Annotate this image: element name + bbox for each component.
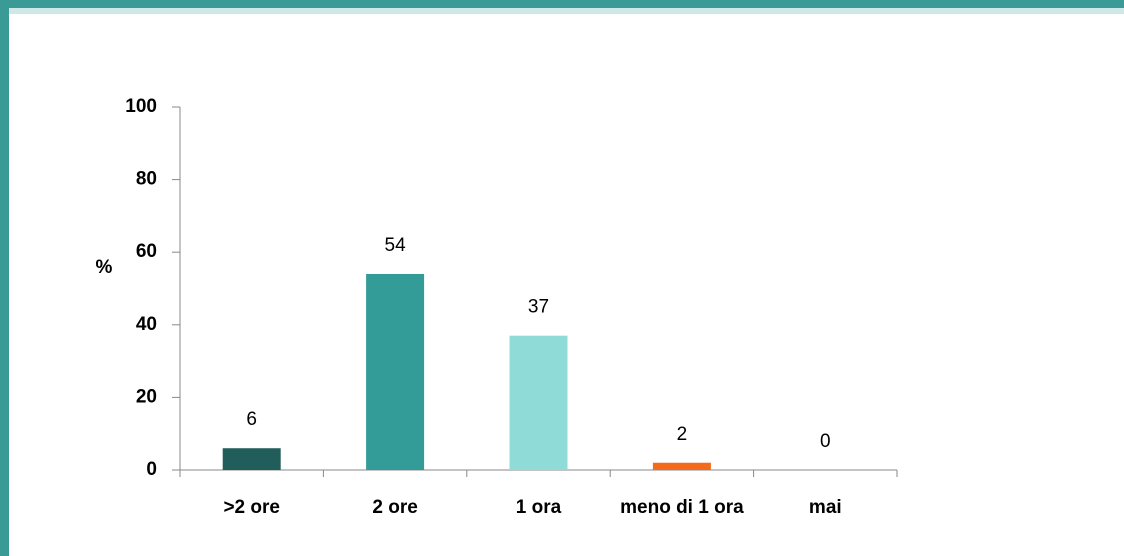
bar bbox=[509, 335, 568, 470]
x-tick-label: >2 ore bbox=[223, 497, 280, 518]
data-label: 0 bbox=[820, 431, 831, 452]
y-tick-label: 60 bbox=[136, 241, 157, 262]
y-tick-label: 100 bbox=[125, 96, 157, 117]
data-label: 54 bbox=[385, 235, 407, 256]
x-tick-label: meno di 1 ora bbox=[620, 497, 744, 518]
x-tick-label: 2 ore bbox=[372, 497, 417, 518]
frame-left bbox=[0, 0, 9, 556]
y-axis-label: % bbox=[96, 257, 113, 278]
data-label: 6 bbox=[246, 409, 257, 430]
x-tick-label: 1 ora bbox=[516, 497, 562, 518]
bar bbox=[222, 448, 281, 470]
x-tick-label: mai bbox=[809, 497, 842, 518]
data-label: 2 bbox=[677, 424, 688, 445]
y-tick-label: 20 bbox=[136, 386, 157, 407]
frame-top-inner bbox=[9, 8, 1124, 14]
data-label: 37 bbox=[528, 297, 549, 318]
y-tick-label: 0 bbox=[146, 459, 157, 480]
bar bbox=[366, 273, 425, 470]
y-tick-label: 80 bbox=[136, 169, 157, 190]
bar bbox=[652, 462, 711, 470]
y-tick-label: 40 bbox=[136, 314, 157, 335]
frame-top bbox=[0, 0, 1124, 8]
